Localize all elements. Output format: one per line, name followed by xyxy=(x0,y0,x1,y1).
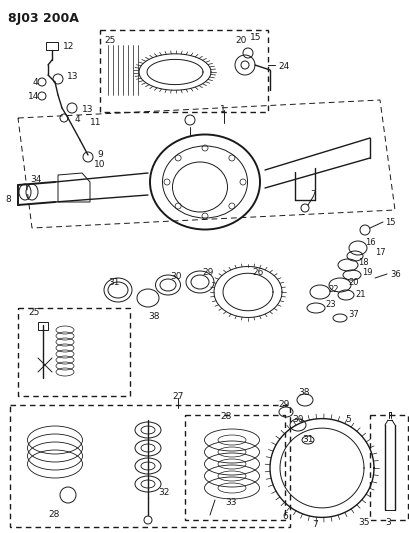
Text: 34: 34 xyxy=(30,175,41,184)
Text: 18: 18 xyxy=(357,258,368,267)
Text: 30: 30 xyxy=(170,272,181,281)
Text: 20: 20 xyxy=(234,36,246,45)
Text: 21: 21 xyxy=(354,290,364,299)
Text: 3: 3 xyxy=(384,518,390,527)
Text: 17: 17 xyxy=(374,248,385,257)
Text: 7: 7 xyxy=(311,520,317,529)
Text: 9: 9 xyxy=(97,150,103,159)
Text: 8J03 200A: 8J03 200A xyxy=(8,12,79,25)
Text: 10: 10 xyxy=(94,160,105,169)
Text: 25: 25 xyxy=(28,308,39,317)
Text: 37: 37 xyxy=(347,310,358,319)
Text: 36: 36 xyxy=(389,270,400,279)
Text: 8: 8 xyxy=(5,195,11,204)
Text: 26: 26 xyxy=(252,268,263,277)
Bar xyxy=(46,42,58,50)
Text: 32: 32 xyxy=(157,488,169,497)
Text: 1: 1 xyxy=(220,105,225,114)
Text: 19: 19 xyxy=(361,268,372,277)
Text: 12: 12 xyxy=(63,42,74,51)
Text: 11: 11 xyxy=(90,118,101,127)
Text: 28: 28 xyxy=(220,412,231,421)
Bar xyxy=(38,322,48,330)
Text: 33: 33 xyxy=(225,498,236,507)
Text: 31: 31 xyxy=(108,278,119,287)
Text: 29: 29 xyxy=(277,400,289,409)
Text: 35: 35 xyxy=(357,518,369,527)
Text: 14: 14 xyxy=(28,92,39,101)
Text: 5: 5 xyxy=(344,415,350,424)
Text: 29: 29 xyxy=(202,268,213,277)
Text: 28: 28 xyxy=(48,510,59,519)
Text: 4: 4 xyxy=(33,78,38,87)
Bar xyxy=(184,415,284,520)
Text: 38: 38 xyxy=(297,388,309,397)
Text: 22: 22 xyxy=(327,285,338,294)
Text: 30: 30 xyxy=(291,415,303,424)
Text: 31: 31 xyxy=(301,435,313,444)
Text: 20: 20 xyxy=(347,278,357,287)
Text: 15: 15 xyxy=(384,218,395,227)
Text: 24: 24 xyxy=(277,62,288,71)
Bar xyxy=(10,405,289,527)
Text: 27: 27 xyxy=(172,392,183,401)
Text: 4: 4 xyxy=(75,115,81,124)
Text: 16: 16 xyxy=(364,238,375,247)
Bar xyxy=(18,308,130,396)
Text: 7: 7 xyxy=(309,190,315,199)
Text: 13: 13 xyxy=(67,72,78,81)
Text: 15: 15 xyxy=(249,33,261,42)
Bar xyxy=(369,415,407,520)
Text: 13: 13 xyxy=(82,105,93,114)
Text: 6: 6 xyxy=(281,512,287,521)
Text: 25: 25 xyxy=(104,36,115,45)
Bar xyxy=(100,30,267,112)
Text: 23: 23 xyxy=(324,300,335,309)
Text: 38: 38 xyxy=(148,312,159,321)
